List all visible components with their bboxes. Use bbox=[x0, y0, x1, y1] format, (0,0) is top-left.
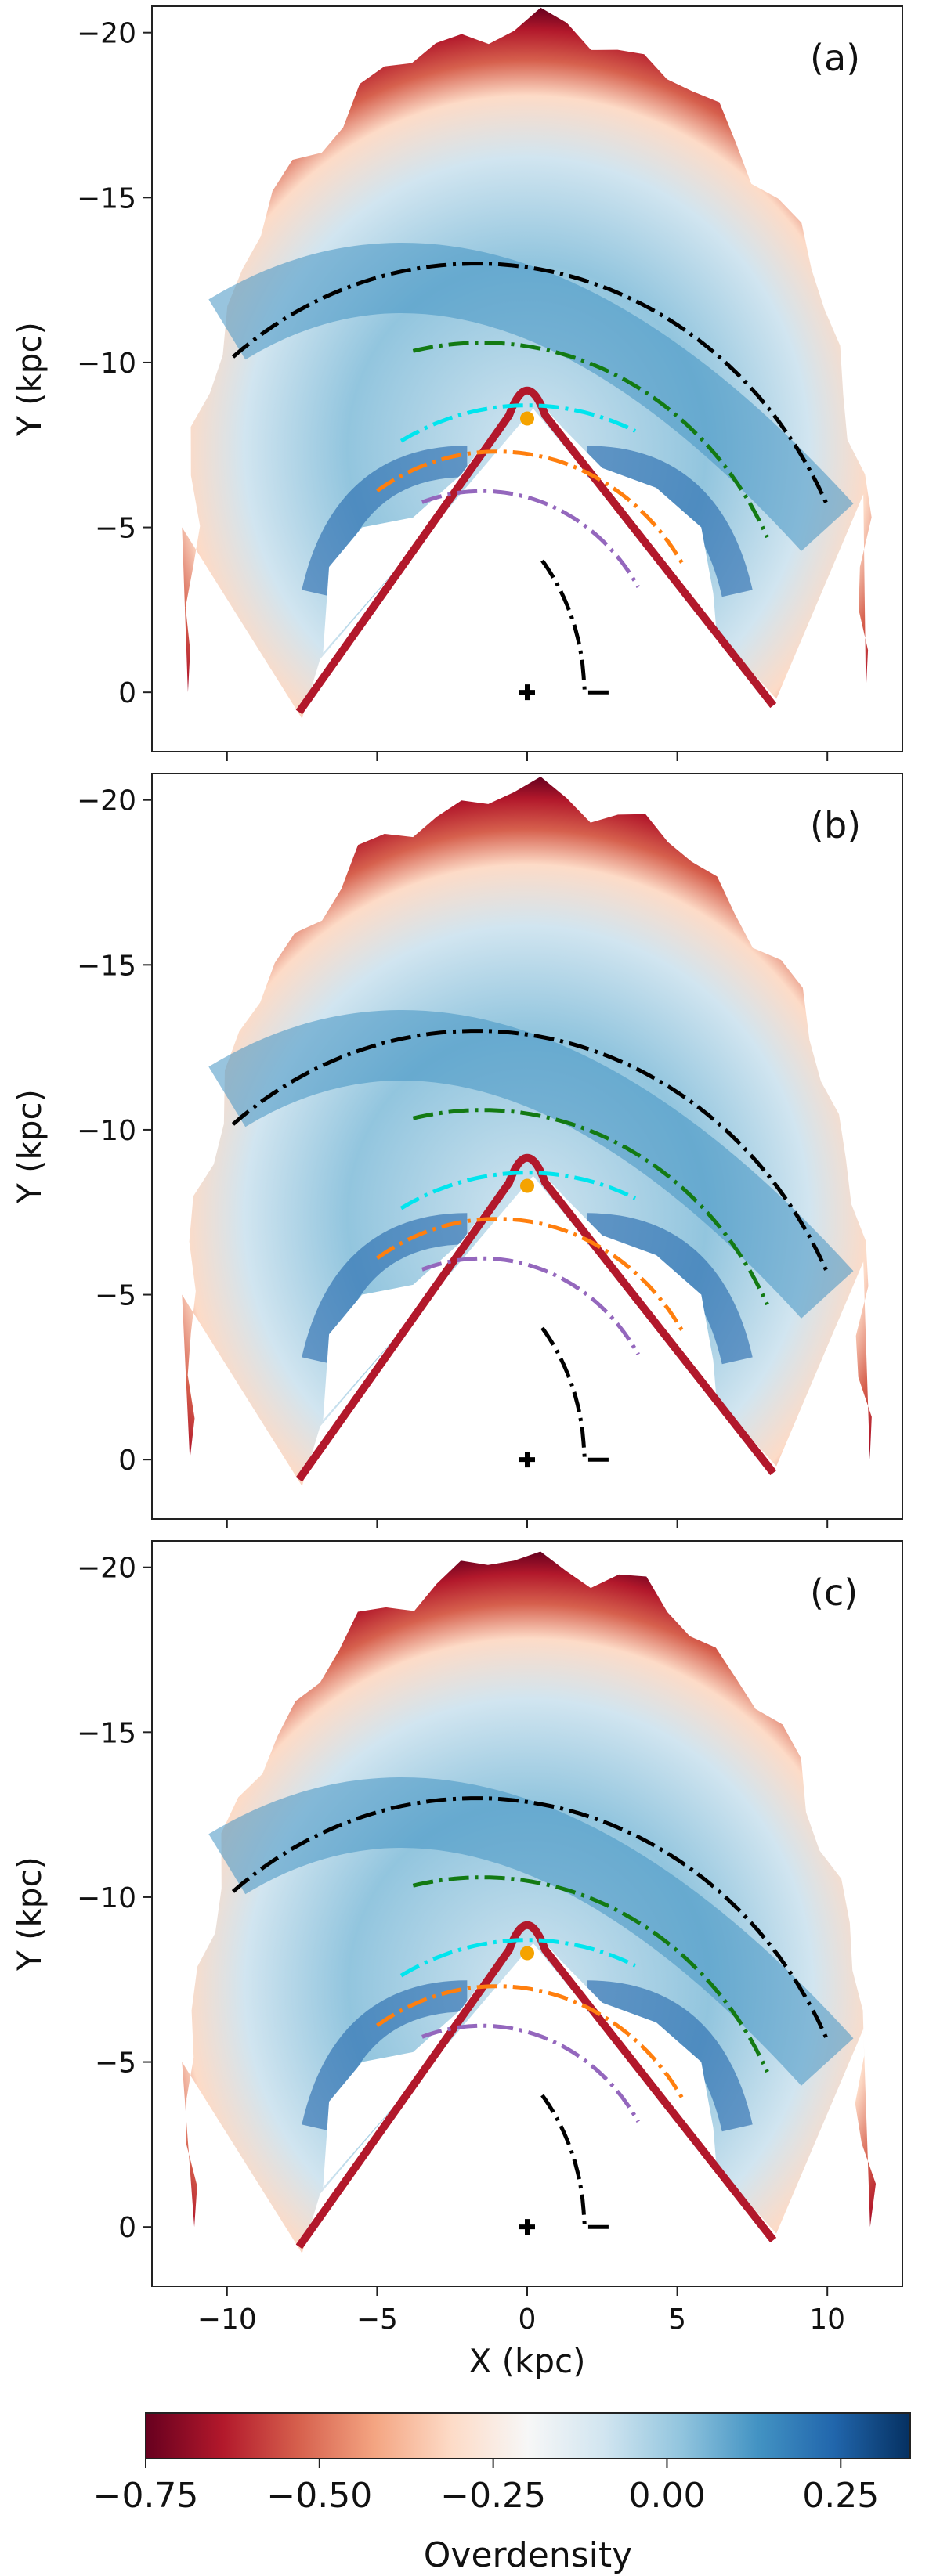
panel-c-cone-edge bbox=[295, 1921, 777, 2249]
panel-c-spiral-arms bbox=[231, 1796, 830, 2229]
y-tick-label: 0 bbox=[118, 1445, 136, 1477]
colorbar-tick-label: 0.25 bbox=[802, 2476, 879, 2516]
colorbar-ticks: −0.75 −0.50 −0.25 0.00 0.25 bbox=[93, 2459, 879, 2516]
colorbar-tick-label: −0.75 bbox=[93, 2476, 199, 2516]
spiral-arm-3 bbox=[375, 1217, 685, 1334]
x-tick-label: −5 bbox=[356, 2304, 398, 2336]
panel-b: −20 −15 −10 −5 0 (b) Y (kpc) bbox=[10, 773, 903, 1528]
x-tick-label: −10 bbox=[197, 2304, 257, 2336]
spiral-arm-3 bbox=[375, 1984, 685, 2102]
spiral-arm-5 bbox=[540, 1326, 612, 1462]
panel-a-axes: −20 −15 −10 −5 0 bbox=[77, 18, 829, 761]
panel-a-blue-band bbox=[208, 243, 854, 551]
panel-a-ylabel: Y (kpc) bbox=[10, 322, 49, 437]
panel-c-label: (c) bbox=[810, 1571, 858, 1614]
y-tick-label: −20 bbox=[77, 1553, 136, 1585]
panel-b-galactic-center-marker bbox=[519, 1452, 535, 1468]
spiral-arm-5 bbox=[540, 559, 612, 695]
x-tick-label: 5 bbox=[668, 2304, 686, 2336]
colorbar-tick-label: −0.25 bbox=[440, 2476, 546, 2516]
panel-b-cone-edge bbox=[295, 1154, 777, 1482]
colorbar-tick-label: −0.50 bbox=[266, 2476, 372, 2516]
panel-c-axes: −20 −15 −10 −5 0 −10 −5 0 5 10 bbox=[77, 1553, 845, 2336]
x-axis-label: X (kpc) bbox=[469, 2342, 586, 2380]
y-tick-label: −15 bbox=[77, 182, 136, 215]
panel-a-spiral-arms bbox=[231, 262, 830, 695]
spiral-arm-2 bbox=[400, 403, 637, 443]
y-tick-label: −15 bbox=[77, 950, 136, 982]
y-tick-label: 0 bbox=[118, 2212, 136, 2244]
panel-a-inner-blue-band bbox=[302, 446, 753, 597]
panel-b-label: (b) bbox=[810, 804, 861, 846]
panel-b-inner-blue-band bbox=[302, 1213, 753, 1365]
panel-b-sun-marker bbox=[520, 1178, 534, 1193]
spiral-arm-3 bbox=[375, 449, 685, 567]
panel-a-sun-marker bbox=[520, 411, 534, 426]
spiral-arm-1 bbox=[412, 341, 769, 539]
panel-a: −20 −15 −10 −5 0 (a) Y (kpc) bbox=[10, 5, 903, 761]
y-tick-label: −15 bbox=[77, 1717, 136, 1749]
y-tick-label: −10 bbox=[77, 348, 136, 380]
spiral-arm-1 bbox=[412, 1108, 769, 1306]
y-tick-label: −10 bbox=[77, 1882, 136, 1914]
panel-b-blue-band bbox=[208, 1010, 854, 1319]
spiral-arm-5 bbox=[540, 2094, 612, 2229]
x-tick-label: 0 bbox=[519, 2304, 537, 2336]
x-tick-label: 10 bbox=[809, 2304, 845, 2336]
spiral-arm-4 bbox=[421, 489, 640, 589]
spiral-arm-0 bbox=[231, 262, 830, 507]
spiral-arm-0 bbox=[231, 1029, 830, 1274]
colorbar-label: Overdensity bbox=[424, 2535, 632, 2575]
panel-b-spiral-arms bbox=[231, 1029, 830, 1462]
panel-a-label: (a) bbox=[810, 37, 860, 79]
y-tick-label: −5 bbox=[95, 2047, 136, 2080]
spiral-arm-0 bbox=[231, 1796, 830, 2041]
y-tick-label: −5 bbox=[95, 513, 136, 545]
panel-a-cone-edge bbox=[295, 387, 777, 715]
panel-b-axes: −20 −15 −10 −5 0 bbox=[77, 785, 829, 1528]
panel-c-inner-blue-band bbox=[302, 1980, 753, 2132]
spiral-arm-2 bbox=[400, 1171, 637, 1210]
y-tick-label: −20 bbox=[77, 785, 136, 817]
y-tick-label: 0 bbox=[118, 677, 136, 709]
y-tick-label: −5 bbox=[95, 1280, 136, 1312]
panel-b-ylabel: Y (kpc) bbox=[10, 1089, 49, 1204]
panel-c-sun-marker bbox=[520, 1946, 534, 1961]
panel-a-galactic-center-marker bbox=[519, 684, 535, 701]
colorbar-bar bbox=[145, 2412, 911, 2459]
spiral-arm-2 bbox=[400, 1938, 637, 1978]
panel-c-galactic-center-marker bbox=[519, 2219, 535, 2235]
colorbar-tick-label: 0.00 bbox=[628, 2476, 705, 2516]
y-tick-label: −20 bbox=[77, 18, 136, 50]
panel-c: −20 −15 −10 −5 0 −10 −5 0 5 10 (c) Y (kpc) X (kpc… bbox=[10, 1540, 903, 2380]
colorbar: −0.75 −0.50 −0.25 0.00 0.25 Overdensity bbox=[93, 2412, 911, 2575]
spiral-arm-1 bbox=[412, 1875, 769, 2073]
panel-c-ylabel: Y (kpc) bbox=[10, 1856, 49, 1972]
panel-c-blue-band bbox=[208, 1777, 854, 2086]
y-tick-label: −10 bbox=[77, 1115, 136, 1147]
spiral-arm-4 bbox=[421, 1256, 640, 1356]
spiral-arm-4 bbox=[421, 2023, 640, 2123]
